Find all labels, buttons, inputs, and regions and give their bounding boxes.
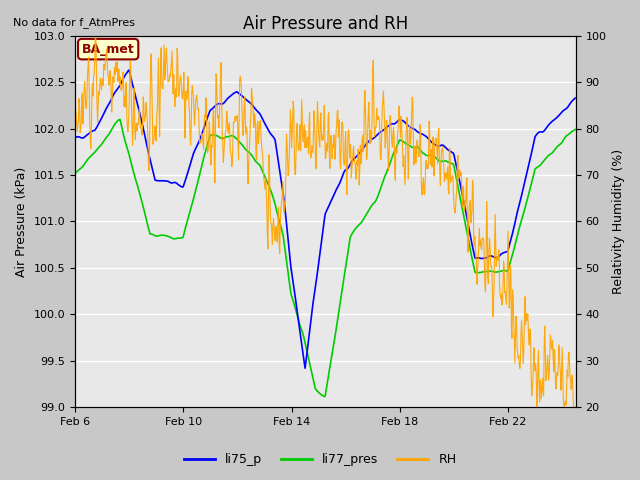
Y-axis label: Air Pressure (kPa): Air Pressure (kPa)	[15, 166, 28, 276]
Y-axis label: Relativity Humidity (%): Relativity Humidity (%)	[612, 149, 625, 294]
Title: Air Pressure and RH: Air Pressure and RH	[243, 15, 408, 33]
Legend: li75_p, li77_pres, RH: li75_p, li77_pres, RH	[179, 448, 461, 471]
Text: BA_met: BA_met	[82, 43, 134, 56]
X-axis label: Time: Time	[547, 427, 574, 437]
Text: No data for f_AtmPres: No data for f_AtmPres	[13, 17, 135, 28]
